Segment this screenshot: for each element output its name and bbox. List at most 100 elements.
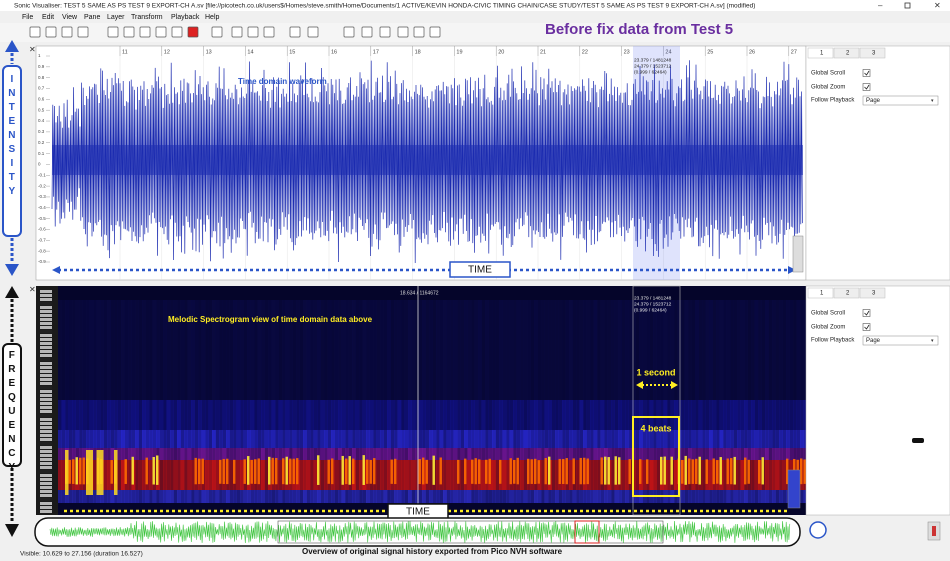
tool-button[interactable] bbox=[247, 26, 259, 38]
checkbox[interactable] bbox=[862, 69, 871, 77]
pane-close[interactable]: ✕ bbox=[29, 285, 36, 294]
overview-pane[interactable] bbox=[34, 517, 801, 547]
spec-cell bbox=[590, 430, 594, 448]
menu-item[interactable]: Pane bbox=[84, 14, 100, 21]
spec-cell bbox=[303, 430, 307, 448]
close[interactable]: ✕ bbox=[934, 1, 941, 10]
tab[interactable] bbox=[807, 287, 834, 299]
menu-item[interactable]: Layer bbox=[107, 14, 125, 21]
spec-cell bbox=[226, 300, 230, 400]
tool-button[interactable] bbox=[61, 26, 73, 38]
spec-cell bbox=[170, 400, 174, 430]
spec-cell bbox=[149, 400, 153, 430]
tool-button[interactable] bbox=[211, 26, 223, 38]
spec-cell bbox=[576, 430, 580, 448]
spec-cell bbox=[149, 448, 153, 460]
zoom-wheel[interactable] bbox=[787, 469, 801, 509]
spec-hot bbox=[394, 458, 397, 485]
spec-cell bbox=[558, 490, 563, 503]
spec-cell bbox=[460, 300, 465, 400]
minimize[interactable]: – bbox=[878, 1, 883, 10]
spec-cell bbox=[292, 490, 297, 503]
spec-cell bbox=[488, 448, 493, 460]
spec-cell bbox=[569, 460, 573, 490]
key bbox=[40, 486, 52, 489]
tool-button[interactable] bbox=[107, 26, 119, 38]
combo[interactable] bbox=[862, 95, 939, 106]
spec-cell bbox=[481, 430, 486, 448]
spec-cell bbox=[628, 490, 633, 503]
menu-item[interactable]: Transform bbox=[131, 14, 163, 21]
spec-cell bbox=[68, 448, 73, 460]
spec-cell bbox=[481, 460, 486, 490]
tool-button[interactable] bbox=[45, 26, 57, 38]
key bbox=[40, 306, 52, 309]
spec-cell bbox=[236, 490, 241, 503]
speed-dial[interactable] bbox=[809, 521, 827, 539]
spec-cell bbox=[131, 448, 136, 460]
spec-cell bbox=[320, 490, 325, 503]
tool-button[interactable] bbox=[379, 26, 391, 38]
tool-button[interactable] bbox=[413, 26, 425, 38]
tool-button[interactable] bbox=[289, 26, 301, 38]
menu-item[interactable]: Edit bbox=[42, 14, 54, 21]
tab[interactable] bbox=[833, 47, 860, 59]
tab[interactable] bbox=[859, 47, 886, 59]
maximize[interactable] bbox=[904, 2, 911, 9]
spec-cell bbox=[352, 490, 356, 503]
pane-close[interactable]: ✕ bbox=[29, 45, 36, 54]
tab[interactable] bbox=[833, 287, 860, 299]
spec-cell bbox=[590, 448, 594, 460]
tab[interactable] bbox=[859, 287, 886, 299]
tool-button[interactable] bbox=[123, 26, 135, 38]
tool-button[interactable] bbox=[155, 26, 167, 38]
waveform-label: Time domain waveform bbox=[238, 77, 327, 86]
spec-cell bbox=[639, 300, 643, 400]
spec-cell bbox=[495, 300, 500, 400]
tool-button[interactable] bbox=[263, 26, 275, 38]
spec-cell bbox=[373, 430, 377, 448]
checkbox[interactable] bbox=[862, 309, 871, 317]
key bbox=[40, 454, 52, 457]
spec-cell bbox=[597, 430, 601, 448]
tool-button[interactable] bbox=[139, 26, 151, 38]
checkbox[interactable] bbox=[862, 323, 871, 331]
tool-button[interactable] bbox=[231, 26, 243, 38]
zoom-wheel[interactable] bbox=[792, 235, 804, 273]
option-label: Global Zoom bbox=[811, 325, 845, 331]
spec-cell bbox=[404, 430, 409, 448]
tool-button[interactable] bbox=[171, 26, 183, 38]
tool-button[interactable] bbox=[77, 26, 89, 38]
spec-hot bbox=[352, 458, 355, 485]
tool-button[interactable] bbox=[29, 26, 41, 38]
spec-cell bbox=[551, 460, 556, 490]
spec-cell bbox=[215, 300, 220, 400]
menu-item[interactable]: View bbox=[62, 14, 78, 21]
tool-button[interactable] bbox=[361, 26, 373, 38]
tool-button[interactable] bbox=[307, 26, 319, 38]
spec-cell bbox=[68, 400, 73, 430]
tool-button[interactable] bbox=[429, 26, 441, 38]
spec-cell bbox=[786, 430, 790, 448]
menu-item[interactable]: Help bbox=[205, 14, 220, 21]
checkbox[interactable] bbox=[862, 83, 871, 91]
menu-item[interactable]: Playback bbox=[171, 14, 200, 21]
spec-cell bbox=[656, 300, 661, 400]
spec-cell bbox=[159, 490, 164, 503]
tab[interactable] bbox=[807, 47, 834, 59]
spec-cell bbox=[593, 490, 598, 503]
key bbox=[40, 310, 52, 313]
tool-button[interactable] bbox=[397, 26, 409, 38]
spec-hot bbox=[292, 458, 295, 485]
tool-button[interactable] bbox=[187, 26, 199, 38]
spec-cell bbox=[208, 490, 213, 503]
spec-cell bbox=[604, 430, 608, 448]
key bbox=[40, 510, 52, 513]
menu-item[interactable]: File bbox=[22, 14, 33, 21]
spec-cell bbox=[453, 300, 458, 400]
spec-hot bbox=[600, 457, 603, 485]
spec-cell bbox=[726, 300, 731, 400]
spec-cell bbox=[684, 300, 689, 400]
tool-button[interactable] bbox=[343, 26, 355, 38]
combo[interactable] bbox=[862, 335, 939, 346]
